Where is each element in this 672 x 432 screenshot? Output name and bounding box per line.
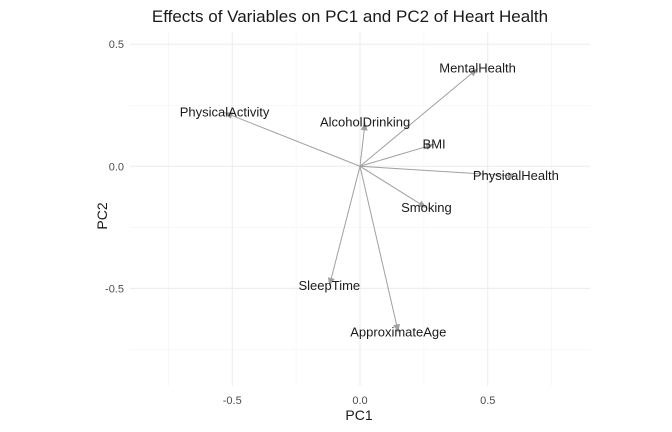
variable-label: MentalHealth — [439, 61, 516, 76]
loading-arrow — [359, 68, 478, 167]
loading-arrow — [224, 112, 361, 167]
y-tick-label: 0.0 — [109, 161, 124, 173]
grid — [130, 32, 590, 386]
variable-labels: MentalHealth PhysicalActivity AlcoholDrink… — [180, 61, 559, 340]
variable-label: PhysicalActivity — [180, 105, 270, 120]
x-tick-label: 0.0 — [352, 395, 367, 407]
arrow-head — [507, 172, 516, 180]
y-axis-title: PC2 — [94, 202, 110, 229]
arrow-head — [393, 323, 400, 333]
chart-title: Effects of Variables on PC1 and PC2 of H… — [152, 7, 548, 26]
variable-label: AlcoholDrinking — [320, 114, 410, 129]
variable-label: Smoking — [401, 200, 452, 215]
x-tick-label: -0.5 — [223, 395, 242, 407]
loading-arrow — [359, 166, 399, 333]
arrow-head — [469, 68, 478, 77]
variable-label: PhysicalHealth — [473, 168, 559, 183]
arrow-head — [417, 200, 427, 208]
x-tick-label: 0.5 — [480, 395, 495, 407]
y-tick-label: -0.5 — [105, 283, 124, 295]
variable-label: SleepTime — [299, 278, 361, 293]
variable-label: BMI — [423, 136, 446, 151]
loading-arrow — [359, 165, 516, 177]
y-tick-label: 0.5 — [109, 39, 124, 51]
arrow-head — [327, 277, 335, 286]
loading-arrow — [359, 143, 435, 167]
loading-arrow — [328, 166, 361, 287]
loading-arrow — [359, 165, 427, 209]
arrow-head — [425, 143, 435, 150]
variable-label: ApproximateAge — [350, 324, 446, 339]
tick-labels: -0.5 0.0 0.5 -0.5 0.0 0.5 — [105, 39, 495, 407]
arrow-head — [224, 112, 234, 119]
arrow-head — [360, 122, 368, 131]
loading-arrows — [224, 68, 516, 333]
x-axis-title: PC1 — [345, 407, 372, 423]
